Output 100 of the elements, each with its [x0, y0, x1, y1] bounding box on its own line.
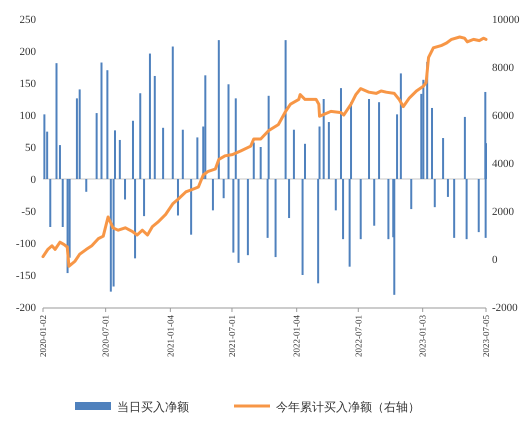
bar	[485, 143, 487, 179]
y-tick-label: 0	[30, 174, 36, 186]
bar	[56, 63, 58, 179]
y2-tick-label: 4000	[492, 158, 514, 170]
bar	[110, 179, 112, 292]
bar	[228, 84, 230, 179]
bar	[232, 179, 234, 253]
bar	[284, 40, 287, 179]
bar	[139, 93, 142, 179]
bar	[274, 179, 277, 258]
bar	[268, 96, 270, 179]
bar	[62, 179, 64, 227]
x-tick-label: 2022-01-04	[292, 314, 302, 357]
bar	[446, 179, 449, 197]
bar	[442, 138, 444, 179]
bar	[118, 140, 121, 179]
bar	[85, 179, 88, 192]
bar	[434, 179, 436, 208]
bar	[348, 179, 351, 267]
y-tick-label: -200	[16, 302, 36, 314]
bar	[246, 179, 249, 256]
x-tick-label: 2021-01-04	[165, 314, 176, 357]
bar	[172, 46, 174, 179]
bar	[124, 179, 126, 200]
bar	[76, 98, 78, 179]
y-tick-label: -150	[16, 270, 36, 282]
y2-tick-label: 0	[492, 254, 498, 266]
bar	[322, 99, 325, 179]
x-tick-label: 2023-07-05	[481, 314, 491, 357]
bar	[464, 116, 466, 179]
bar	[422, 80, 424, 179]
x-tick-label: 2021-07-01	[226, 315, 237, 357]
bar	[112, 179, 115, 287]
y-tick-label: 250	[20, 14, 36, 26]
bar	[317, 179, 320, 284]
y2-tick-label: 2000	[492, 206, 514, 218]
bar	[393, 179, 396, 295]
bar	[420, 94, 422, 179]
bar	[46, 132, 48, 179]
bar	[204, 75, 206, 179]
bar	[368, 99, 370, 179]
bar	[387, 179, 390, 240]
x-tick-label: 2023-01-03	[418, 314, 428, 357]
bar	[302, 179, 304, 275]
bar	[373, 179, 376, 226]
bar	[350, 102, 352, 179]
y-tick-label: 100	[20, 110, 36, 122]
bar	[68, 179, 71, 258]
y2-tick-label: -2000	[492, 302, 518, 314]
bar	[78, 89, 81, 179]
bar	[328, 122, 330, 179]
bar	[114, 130, 116, 179]
y2-tick-label: 6000	[492, 110, 514, 122]
legend-label: 今年累计买入净额（右轴）	[276, 400, 420, 414]
bar	[410, 179, 412, 210]
y-tick-label: 200	[20, 46, 36, 58]
bar	[466, 179, 468, 240]
y-tick-label: -100	[16, 238, 36, 250]
bar	[49, 179, 52, 227]
bar	[100, 62, 102, 179]
x-tick-label: 2022-07-01	[353, 315, 364, 357]
bar	[58, 145, 61, 179]
bar	[400, 73, 402, 179]
y2-tick-label: 10000	[492, 14, 520, 26]
y-tick-label: 50	[25, 142, 36, 154]
bar	[342, 179, 344, 240]
y-tick-label: 150	[20, 78, 36, 90]
bar	[143, 179, 146, 216]
bar	[154, 76, 156, 179]
bar	[96, 113, 98, 179]
bar	[148, 54, 151, 179]
bar	[132, 120, 134, 179]
bar	[234, 98, 237, 179]
bar	[196, 137, 198, 179]
bar	[190, 179, 192, 235]
bar	[292, 130, 295, 179]
bar	[453, 179, 456, 238]
legend-label: 当日买入净额	[117, 400, 189, 414]
bar	[218, 40, 220, 179]
bar	[396, 114, 398, 179]
bar	[334, 179, 337, 210]
bar	[252, 142, 255, 179]
bar	[182, 130, 184, 179]
bar	[162, 128, 164, 179]
bar	[212, 179, 214, 210]
bar	[378, 102, 380, 179]
bar	[222, 179, 225, 198]
y2-tick-label: 8000	[492, 62, 514, 74]
bar	[43, 114, 46, 179]
bar	[288, 179, 290, 218]
bar	[318, 126, 321, 179]
x-tick-label: 2020-07-01	[100, 315, 111, 357]
bar	[431, 108, 434, 179]
bar	[484, 179, 487, 238]
bar	[238, 179, 240, 263]
x-tick-label: 2020-01-02	[38, 315, 48, 357]
bar	[134, 179, 136, 258]
bar	[106, 70, 108, 179]
bar	[260, 147, 262, 179]
bar	[340, 88, 342, 179]
